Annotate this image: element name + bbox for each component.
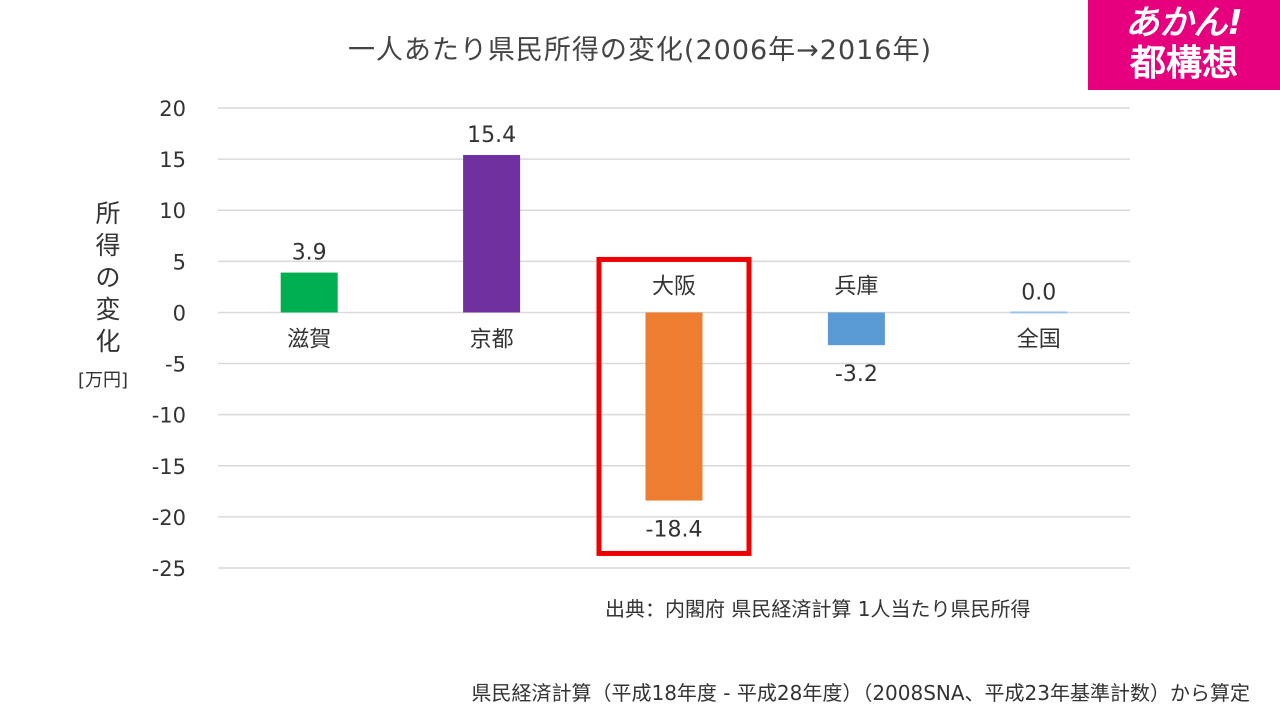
bar-4 [827, 312, 885, 346]
y-tick-label: 5 [173, 250, 186, 274]
y-tick-label: 20 [159, 97, 186, 121]
y-tick-label: -25 [152, 557, 186, 581]
data-label: -18.4 [646, 518, 703, 543]
category-label: 大阪 [652, 274, 696, 299]
bar-2 [463, 155, 521, 313]
category-label: 京都 [470, 327, 514, 352]
data-label: 15.4 [467, 123, 516, 148]
y-tick-label: -10 [152, 404, 186, 428]
bar-5 [1010, 311, 1068, 314]
data-label: 0.0 [1021, 280, 1056, 305]
category-label: 兵庫 [834, 274, 878, 299]
y-axis-label-char: 変 [95, 295, 121, 324]
y-tick-label: 15 [159, 148, 186, 172]
logo-line2: 都構想 [1129, 43, 1238, 84]
category-label: 滋賀 [287, 327, 331, 352]
bar-1 [280, 272, 338, 313]
y-axis-label-char: 化 [95, 327, 121, 356]
chart-title: 一人あたり県民所得の変化(2006年→2016年) [347, 35, 933, 66]
y-axis-unit: [万円] [78, 370, 129, 391]
y-axis-label: 所 得 の 変 化 [92, 198, 124, 358]
y-tick-label: -5 [165, 353, 186, 377]
y-tick-label: -15 [152, 455, 186, 479]
y-tick-label: 0 [173, 301, 186, 325]
logo-line1: あかん! [1125, 3, 1243, 43]
data-label: -3.2 [835, 362, 878, 387]
source-citation: 出典：内閣府 県民経済計算 1人当たり県民所得 [605, 597, 1031, 621]
category-label: 全国 [1017, 327, 1061, 352]
highlight-box [596, 256, 752, 556]
y-tick-label: 10 [159, 199, 186, 223]
calculation-note: 県民経済計算（平成18年度 - 平成28年度）（2008SNA、平成23年基準計… [471, 681, 1250, 705]
y-axis-label-char: 得 [95, 231, 121, 260]
logo: あかん! 都構想 [1088, 0, 1280, 90]
data-label: 3.9 [292, 241, 327, 266]
bar-3 [645, 312, 703, 501]
y-tick-label: -20 [152, 506, 186, 530]
y-axis-label-char: の [95, 263, 121, 292]
y-axis-label-char: 所 [95, 199, 121, 228]
